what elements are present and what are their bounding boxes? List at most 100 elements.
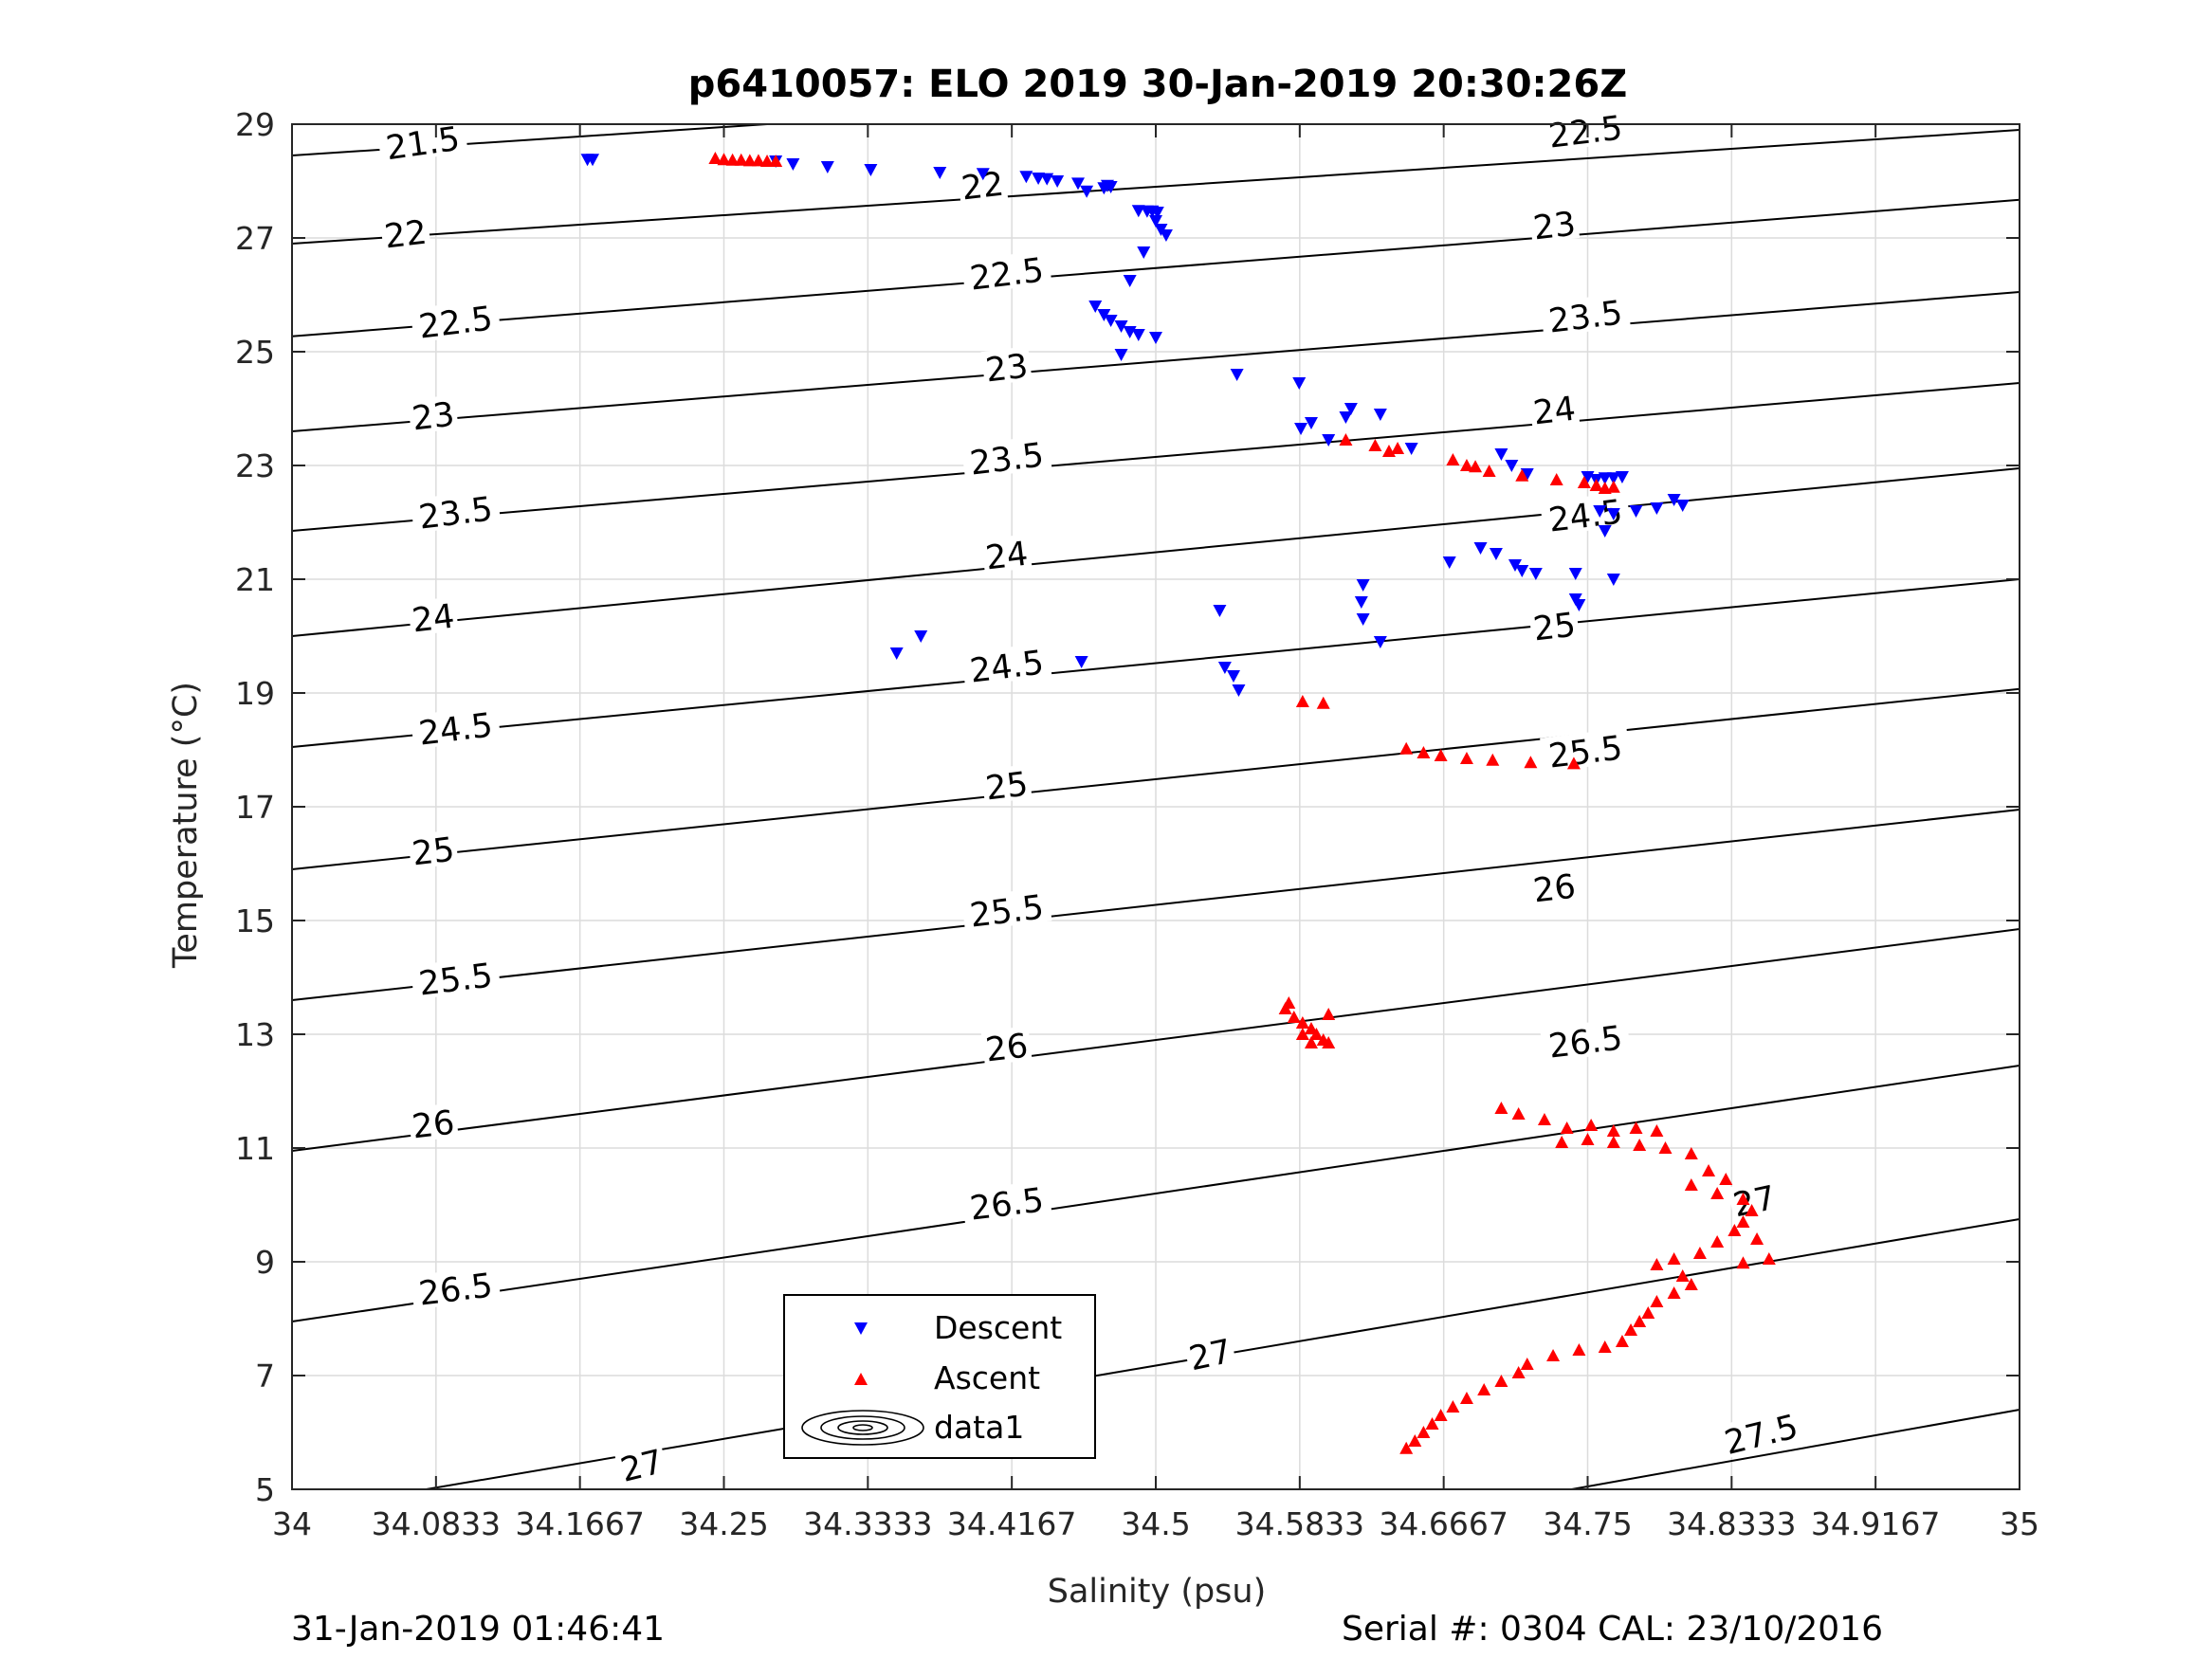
descent-point xyxy=(1213,605,1227,617)
descent-point xyxy=(1104,315,1118,327)
ascent-point xyxy=(1309,1028,1324,1040)
x-tick-label: 34 xyxy=(272,1505,312,1542)
density-contour-labels: 21.52222.52323.52424.52525.52626.5272222… xyxy=(376,107,1808,1490)
contour-label: 22.5 xyxy=(410,298,502,347)
ascent-point xyxy=(1322,1036,1336,1048)
contour-label: 23.5 xyxy=(1540,292,1631,341)
descent-point xyxy=(1494,448,1508,461)
contour-label-text: 24.5 xyxy=(417,706,495,753)
series-ascent xyxy=(708,152,1776,1454)
contour-label-text: 25.5 xyxy=(968,888,1046,935)
ascent-point xyxy=(1624,1323,1638,1336)
ascent-point xyxy=(1702,1164,1716,1176)
sigma-contour-22 xyxy=(291,129,2020,245)
x-tick-label: 34.5833 xyxy=(1235,1505,1364,1542)
descent-point xyxy=(1515,565,1529,577)
contour-label: 25.5 xyxy=(410,955,502,1004)
descent-point xyxy=(1150,207,1164,219)
descent-point xyxy=(1373,409,1387,421)
ascent-point xyxy=(1482,465,1496,477)
contour-label: 24 xyxy=(1528,389,1581,433)
contour-label-bg xyxy=(410,955,502,1000)
y-tick-label: 9 xyxy=(255,1244,275,1281)
descent-point xyxy=(1040,173,1054,186)
ascent-point xyxy=(1446,453,1460,465)
contour-label: 25 xyxy=(1528,605,1581,649)
descent-point xyxy=(1473,542,1488,555)
y-tick-label: 29 xyxy=(235,106,275,143)
contour-label-bg xyxy=(980,764,1033,804)
contour-label-text: 25.5 xyxy=(1546,729,1624,775)
ascent-point xyxy=(1459,752,1473,764)
contour-label-bg xyxy=(613,1441,669,1486)
contour-label-text: 23.5 xyxy=(1546,294,1624,340)
y-tick-label: 23 xyxy=(235,447,275,484)
contour-label-bg xyxy=(407,830,459,869)
ascent-point xyxy=(1555,1136,1569,1148)
contour-label-text: 26 xyxy=(983,1027,1030,1069)
ascent-point xyxy=(1477,1383,1491,1395)
contour-label: 26.5 xyxy=(410,1265,502,1314)
sigma-contour-21.5 xyxy=(291,123,768,156)
contour-label-text: 22.5 xyxy=(417,300,495,346)
contour-label-bg xyxy=(1540,292,1631,337)
ascent-point xyxy=(1520,1358,1534,1370)
contour-label-bg xyxy=(1528,204,1581,244)
y-tick-label: 13 xyxy=(235,1016,275,1053)
descent-point xyxy=(1675,500,1690,512)
descent-point xyxy=(1615,471,1629,483)
descent-point xyxy=(1217,662,1232,674)
ascent-point xyxy=(1494,1375,1508,1387)
contour-label-text: 27 xyxy=(617,1443,667,1490)
ascent-point xyxy=(1650,1124,1664,1137)
contour-label-text: 26 xyxy=(1531,867,1578,910)
ascent-point xyxy=(1658,1141,1673,1154)
contour-label: 27 xyxy=(1182,1331,1237,1378)
density-contours xyxy=(291,123,2020,1490)
contour-label-bg xyxy=(410,1265,502,1310)
ascent-point xyxy=(1684,1178,1698,1191)
contour-label-text: 24 xyxy=(983,535,1030,577)
contour-label-bg xyxy=(410,298,502,343)
contour-label-text: 25 xyxy=(1531,606,1578,648)
contour-label: 21.5 xyxy=(376,118,468,168)
y-tick-label: 17 xyxy=(235,789,275,826)
ascent-point xyxy=(1606,1136,1620,1148)
contour-label: 25.5 xyxy=(960,886,1052,936)
descent-point xyxy=(1114,320,1128,333)
contour-label-bg xyxy=(410,488,502,534)
legend-descent-marker xyxy=(854,1322,868,1335)
grid-lines xyxy=(291,123,2020,1490)
y-tick-label: 7 xyxy=(255,1358,275,1395)
y-tick-label: 27 xyxy=(235,220,275,257)
descent-point xyxy=(1159,229,1173,242)
ascent-point xyxy=(1684,1278,1698,1290)
legend-data1-label: data1 xyxy=(934,1409,1024,1446)
x-tick-label: 34.25 xyxy=(679,1505,768,1542)
ascent-point xyxy=(1684,1147,1698,1159)
contour-label: 24 xyxy=(407,596,459,641)
descent-point xyxy=(1606,472,1620,485)
contour-label-text: 24.5 xyxy=(968,644,1046,690)
ascent-point xyxy=(1577,476,1591,488)
contour-label-text: 21.5 xyxy=(384,120,463,168)
sigma-contour-23.5 xyxy=(291,382,2020,532)
contour-label: 22.5 xyxy=(960,249,1052,299)
chart-title: p6410057: ELO 2019 30-Jan-2019 20:30:26Z xyxy=(688,63,1627,106)
descent-point xyxy=(1080,185,1094,198)
ascent-point xyxy=(1287,1011,1301,1023)
contour-label-text: 26.5 xyxy=(417,1267,495,1313)
contour-label: 22 xyxy=(379,212,431,257)
contour-label: 26 xyxy=(1528,866,1581,911)
descent-point xyxy=(586,154,600,167)
contour-label-text: 22.5 xyxy=(1546,109,1624,155)
descent-point xyxy=(1508,559,1522,572)
ascent-point xyxy=(1282,996,1296,1009)
descent-point xyxy=(1137,246,1151,259)
x-tick-label: 34.75 xyxy=(1543,1505,1632,1542)
ascent-point xyxy=(1425,1417,1439,1430)
descent-point xyxy=(1051,175,1065,188)
ascent-point xyxy=(717,153,731,166)
contour-label-bg xyxy=(960,1179,1052,1225)
contour-label-bg xyxy=(1540,1017,1631,1063)
